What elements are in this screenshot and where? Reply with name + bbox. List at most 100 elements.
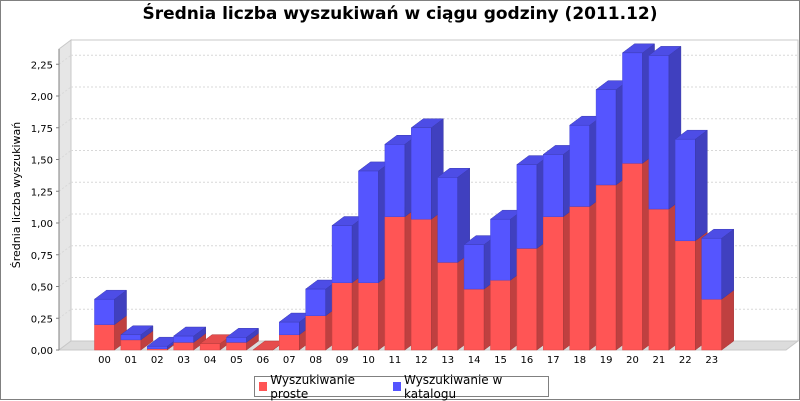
bar-catalog-front bbox=[490, 218, 511, 281]
bar-simple-front bbox=[120, 339, 142, 351]
x-tick-label: 06 bbox=[257, 355, 270, 366]
y-tick-label: 0,25 bbox=[31, 314, 53, 325]
x-tick-label: 12 bbox=[415, 355, 428, 366]
x-tick-label: 15 bbox=[494, 355, 507, 366]
bar-catalog-top bbox=[436, 168, 471, 178]
chart-title: Średnia liczba wyszukiwań w ciągu godzin… bbox=[142, 4, 658, 24]
bar-simple-front bbox=[701, 298, 722, 351]
legend-label-simple: Wyszukiwanie proste bbox=[270, 372, 355, 401]
bar-catalog-front bbox=[279, 321, 300, 336]
x-tick-label: 14 bbox=[468, 355, 481, 366]
gridline-side bbox=[58, 86, 72, 97]
bar-catalog-front bbox=[516, 164, 538, 249]
bar-catalog-side bbox=[695, 129, 708, 242]
bar-catalog-front bbox=[463, 244, 485, 290]
bar-simple-front bbox=[331, 282, 353, 351]
bar-simple-front bbox=[463, 288, 485, 351]
bar-catalog-top bbox=[648, 46, 682, 56]
bar-catalog-front bbox=[569, 124, 590, 207]
bar-catalog-front bbox=[648, 55, 670, 210]
x-tick-label: 11 bbox=[389, 355, 402, 366]
x-tick-label: 18 bbox=[573, 355, 586, 366]
bar-catalog-front bbox=[675, 138, 696, 242]
y-tick-label: 1,75 bbox=[31, 124, 53, 135]
bar-catalog-side bbox=[721, 228, 734, 300]
legend: Wyszukiwanie proste Wyszukiwanie w katal… bbox=[254, 373, 549, 401]
bar-simple-front bbox=[279, 334, 300, 351]
bar-simple-front bbox=[305, 315, 326, 351]
x-tick-label: 20 bbox=[626, 355, 639, 366]
bar-simple-front bbox=[384, 216, 406, 351]
bar-simple-front bbox=[437, 262, 458, 351]
gridline-side bbox=[58, 277, 72, 287]
x-tick-label: 00 bbox=[98, 355, 111, 366]
bar-simple-front bbox=[226, 342, 247, 351]
bar-catalog-front bbox=[595, 89, 617, 186]
bar-simple-front bbox=[516, 248, 538, 351]
bar-simple-front bbox=[173, 342, 194, 351]
x-tick-label: 02 bbox=[151, 355, 164, 366]
bar-catalog-front bbox=[94, 298, 115, 325]
bar-catalog-front bbox=[331, 225, 353, 283]
bar-simple-front bbox=[569, 206, 590, 351]
bar-catalog-front bbox=[305, 288, 326, 316]
y-tick-label: 0,50 bbox=[31, 283, 53, 294]
bar-simple-front bbox=[199, 343, 221, 351]
bar-catalog-top bbox=[93, 289, 128, 300]
bar-simple-front bbox=[622, 163, 643, 351]
legend-item-catalog: Wyszukiwanie w katalogu bbox=[392, 373, 546, 401]
x-tick-label: 21 bbox=[653, 355, 666, 366]
bar-catalog-front bbox=[120, 334, 142, 341]
gridline-side bbox=[58, 245, 72, 256]
x-tick-label: 09 bbox=[336, 355, 349, 366]
bar-catalog-front bbox=[701, 237, 722, 300]
bar-simple-front bbox=[543, 216, 564, 351]
bar-catalog-top bbox=[700, 228, 735, 239]
bar-simple-front bbox=[648, 208, 670, 351]
bar-catalog-front bbox=[384, 144, 406, 217]
y-tick-label: 1,25 bbox=[31, 187, 53, 198]
bar-catalog-front bbox=[622, 52, 643, 164]
bar-catalog-front bbox=[543, 154, 564, 217]
gridline-side bbox=[58, 308, 72, 319]
y-tick-label: 1,50 bbox=[31, 156, 53, 167]
gridline-side bbox=[58, 118, 72, 129]
y-tick-label: 0,75 bbox=[31, 251, 53, 262]
bar-simple-front bbox=[411, 218, 432, 351]
x-tick-label: 03 bbox=[177, 355, 190, 366]
legend-item-simple: Wyszukiwanie proste bbox=[259, 373, 387, 401]
y-tick-label: 0,00 bbox=[31, 346, 53, 357]
gridline-side bbox=[58, 54, 72, 65]
gridline-side bbox=[58, 181, 72, 192]
bar-catalog-top bbox=[410, 118, 445, 128]
x-tick-label: 23 bbox=[705, 355, 718, 366]
legend-swatch-simple bbox=[259, 382, 268, 391]
bar-catalog-front bbox=[226, 337, 247, 343]
legend-swatch-catalog bbox=[392, 382, 401, 391]
bar-simple-front bbox=[94, 324, 115, 351]
gridline-side bbox=[58, 213, 72, 224]
x-tick-label: 04 bbox=[204, 355, 217, 366]
x-tick-label: 17 bbox=[547, 355, 560, 366]
bar-simple-front bbox=[358, 282, 379, 351]
bar-catalog-front bbox=[147, 345, 168, 349]
x-tick-label: 08 bbox=[309, 355, 322, 366]
y-tick-label: 2,00 bbox=[31, 92, 53, 103]
bar-simple-front bbox=[490, 279, 511, 351]
left-wall bbox=[58, 39, 72, 351]
x-tick-label: 01 bbox=[125, 355, 138, 366]
x-tick-label: 16 bbox=[521, 355, 534, 366]
bar-simple-front bbox=[595, 184, 617, 351]
y-tick-label: 1,00 bbox=[31, 219, 53, 230]
bar-catalog-top bbox=[674, 129, 709, 140]
gridline-side bbox=[58, 150, 72, 160]
bar-catalog-top bbox=[225, 328, 260, 338]
bar-catalog-front bbox=[437, 177, 458, 263]
x-tick-label: 10 bbox=[362, 355, 375, 366]
bar-catalog-front bbox=[173, 335, 194, 343]
bar-catalog-front bbox=[358, 170, 379, 283]
x-tick-label: 05 bbox=[230, 355, 243, 366]
bar-catalog-front bbox=[411, 127, 432, 220]
x-tick-label: 13 bbox=[441, 355, 454, 366]
